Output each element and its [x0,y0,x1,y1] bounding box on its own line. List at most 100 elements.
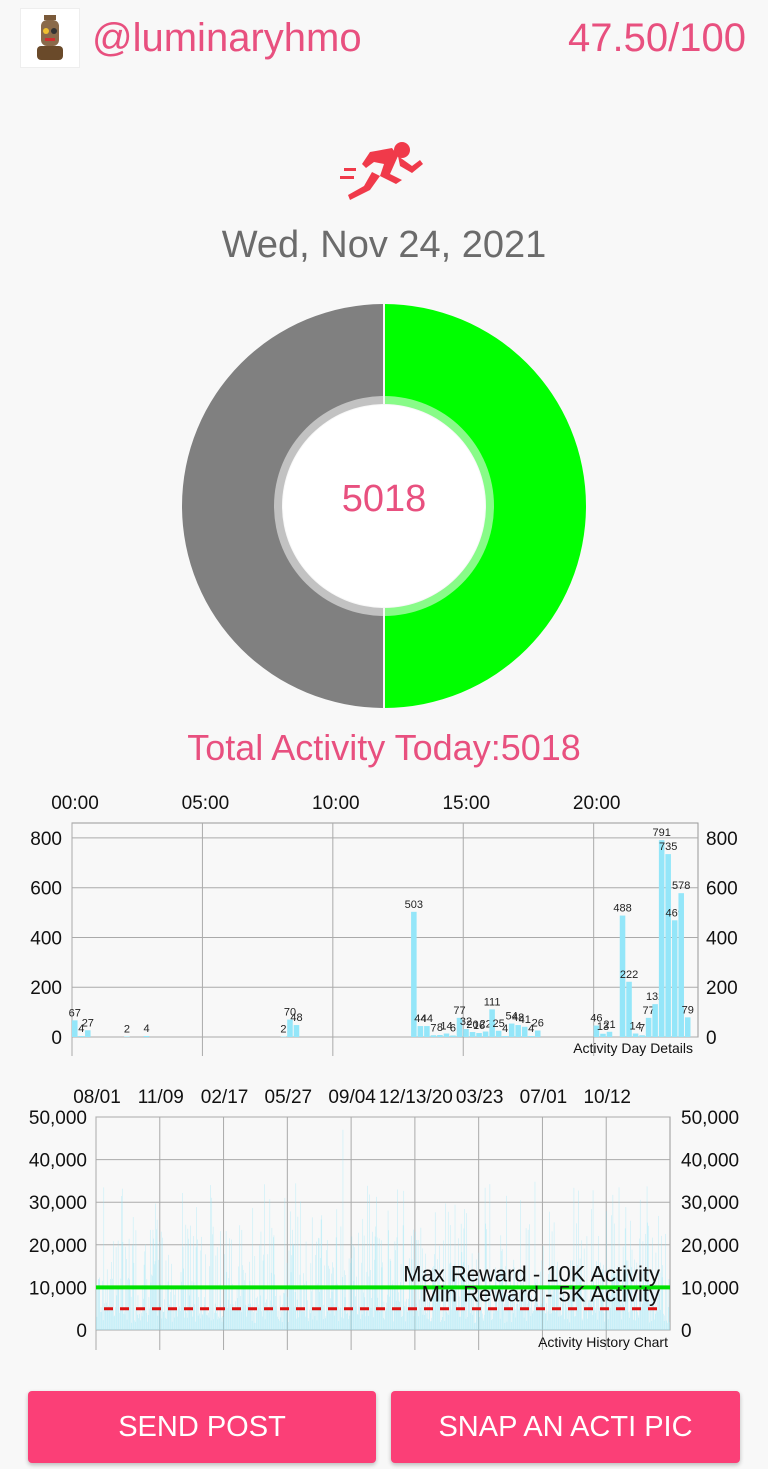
history-bar [517,1303,519,1330]
history-bar [551,1231,553,1330]
history-bar [437,1295,439,1330]
history-bar [426,1313,427,1330]
history-bar [229,1304,231,1330]
history-bar [205,1254,206,1330]
day-bar [482,1031,489,1037]
history-bar [244,1280,245,1330]
history-bar [600,1291,602,1330]
send-post-button[interactable]: SEND POST [28,1391,376,1463]
history-bar [431,1317,433,1330]
history-bar [456,1272,457,1330]
history-bar [272,1237,274,1330]
history-bar [643,1269,644,1330]
history-bar [151,1274,152,1330]
history-bar [566,1307,567,1330]
history-bar [487,1309,489,1330]
history-bar [385,1308,387,1330]
history-bar [594,1307,596,1330]
history-bar [441,1320,442,1330]
history-bar [281,1321,283,1330]
history-y-tick-left: 30,000 [29,1193,87,1214]
history-bar [192,1316,193,1330]
history-bar [350,1262,351,1330]
history-bar [370,1270,371,1330]
history-bar [508,1296,509,1330]
day-bar-label: 26 [532,1018,544,1030]
day-bar-label: 4 [528,1023,534,1035]
history-bar [248,1303,249,1330]
day-bar [417,1026,424,1037]
history-bar [152,1275,153,1330]
history-bar [333,1267,334,1330]
history-bar [99,1277,100,1330]
history-bar [432,1267,433,1330]
history-bar [575,1316,576,1330]
history-bar [241,1229,243,1330]
history-bar [147,1315,149,1330]
history-bar [404,1306,405,1330]
history-bar [337,1283,338,1330]
history-bar [304,1283,305,1330]
history-bar [263,1254,264,1330]
history-bar [115,1307,116,1330]
history-bar [300,1201,301,1330]
history-bar [486,1229,487,1330]
history-bar [224,1254,226,1330]
history-bar [539,1307,541,1330]
history-bar [313,1306,314,1330]
snap-activity-pic-button[interactable]: SNAP AN ACTI PIC [391,1391,740,1463]
history-bar [453,1297,454,1330]
history-bar [150,1282,152,1330]
history-bar [590,1305,592,1330]
history-bar [366,1271,368,1330]
history-bar [294,1306,295,1330]
history-bar [219,1284,221,1330]
history-bar [646,1297,647,1330]
history-bar [666,1285,668,1330]
day-bar-label: 13 [597,1021,609,1033]
history-bar [121,1188,123,1330]
history-bar [624,1307,625,1330]
history-bar [119,1313,120,1330]
history-bar [639,1199,641,1330]
history-bar [617,1266,618,1330]
history-bar [665,1233,666,1330]
history-bar [158,1259,159,1330]
day-y-tick-left: 600 [30,879,62,900]
history-bar [367,1315,369,1330]
history-bar [652,1237,653,1330]
history-bar [363,1235,365,1330]
day-bar-label: 44 [414,1013,426,1025]
history-bar [191,1281,193,1330]
avatar[interactable] [20,8,80,68]
day-bar-label: 22 [479,1019,491,1031]
history-bar [494,1307,495,1330]
history-bar [644,1285,645,1330]
history-bar [402,1316,403,1330]
history-bar [134,1321,136,1330]
history-bar [469,1275,471,1330]
history-bar [564,1303,566,1330]
history-bar [424,1314,425,1330]
history-bar [338,1321,340,1330]
history-bar [359,1306,360,1330]
history-bar [231,1239,232,1330]
history-bar [226,1271,228,1330]
day-bar [450,1035,456,1037]
history-bar [385,1311,386,1330]
history-bar [256,1312,258,1330]
history-bar [455,1278,456,1330]
history-bar [452,1270,453,1330]
history-bar [180,1310,181,1330]
history-bar [203,1297,205,1330]
history-bar [117,1240,119,1330]
history-bar [276,1285,277,1330]
history-bar [246,1316,247,1330]
history-bar [163,1311,165,1330]
history-bar [468,1264,469,1330]
history-bar [239,1225,241,1330]
history-bar [275,1306,277,1330]
history-bar [629,1311,631,1330]
history-bar [145,1312,147,1330]
history-y-tick-right: 20,000 [681,1236,739,1257]
